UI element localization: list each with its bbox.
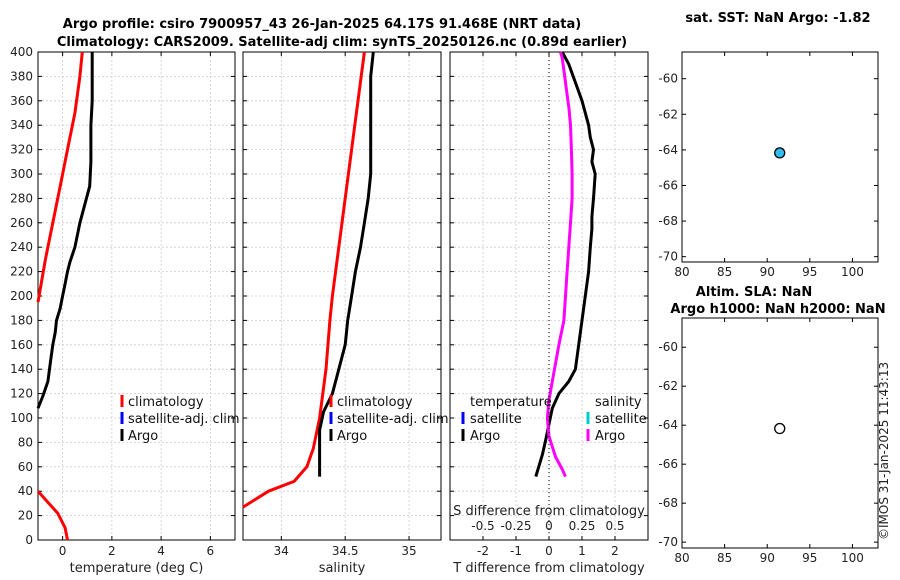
profile-panel-salinity: 34 34.5 35 salinity xyxy=(243,51,441,576)
y-tick-label: 360 xyxy=(10,94,33,108)
x-tick-label: 90 xyxy=(760,551,775,565)
legend-label: Argo xyxy=(337,429,367,444)
y-tick-label: -62 xyxy=(658,379,678,393)
x-tick-label: 4 xyxy=(157,544,165,558)
map-title: sat. SST: NaN Argo: -1.82 xyxy=(685,11,870,26)
legend-label-right: Argo xyxy=(595,429,625,444)
y-tick-label: 100 xyxy=(10,411,33,425)
map-title-line1: Altim. SLA: NaN xyxy=(696,285,812,300)
map-frame xyxy=(681,51,879,263)
x-tick-label: 2 xyxy=(108,544,116,558)
y-tick-label: -64 xyxy=(658,143,678,157)
x-tick-label: 6 xyxy=(207,544,215,558)
x2-axis-label: S difference from climatology xyxy=(453,504,645,519)
y-tick-label: 260 xyxy=(10,216,33,230)
legend-label: satellite-adj. clim xyxy=(337,412,449,427)
y-tick-label: 20 xyxy=(18,509,33,523)
x-tick-label: 1 xyxy=(578,544,586,558)
x-tick-label: 35 xyxy=(401,544,416,558)
legend-label-right: satellite xyxy=(595,412,647,427)
map-panel-sst_map: 80 85 90 95 100 -60 -62 -64 -66 -68 -70 sat. SST: N… xyxy=(658,11,878,279)
x-tick-label: 80 xyxy=(674,265,689,279)
y-tick-label: 140 xyxy=(10,362,33,376)
y-tick-label: 80 xyxy=(18,435,33,449)
copyright-footer: ©IMOS 31-Jan-2025 11:43:13 xyxy=(877,362,891,540)
x-tick-label: 95 xyxy=(802,265,817,279)
argo-location-point xyxy=(774,422,786,435)
x-tick-label: 85 xyxy=(717,551,732,565)
y-tick-label: 220 xyxy=(10,265,33,279)
y-tick-label: 180 xyxy=(10,313,33,327)
y-tick-label: 200 xyxy=(10,289,33,303)
series-line-argo-2 xyxy=(36,52,94,409)
x-tick-label: 80 xyxy=(674,551,689,565)
x-tick-label: 34 xyxy=(274,544,289,558)
series-line-argo-1 xyxy=(318,51,375,477)
argo-location-point xyxy=(774,147,786,159)
y-tick-label: 60 xyxy=(18,460,33,474)
legend-label: Argo xyxy=(128,429,158,444)
y-tick-label: 340 xyxy=(10,118,33,132)
map-title-line2: Argo h1000: NaN h2000: NaN xyxy=(670,302,885,317)
y-tick-label: -70 xyxy=(658,250,678,264)
x2-tick-label: 0.5 xyxy=(605,519,624,533)
y-tick-label: 400 xyxy=(10,45,33,59)
series-line-s-argo-1 xyxy=(545,51,574,478)
y-tick-label: -60 xyxy=(658,340,678,354)
y-tick-label: -70 xyxy=(658,535,678,549)
legend-label: climatology xyxy=(337,395,413,410)
legend-label-left: Argo xyxy=(470,429,500,444)
map-frame xyxy=(681,317,879,549)
x-tick-label: 34.5 xyxy=(332,544,359,558)
figure-title-line1: Argo profile: csiro 7900957_43 26-Jan-20… xyxy=(63,17,581,32)
plot-frame xyxy=(242,51,442,541)
y-tick-label: 120 xyxy=(10,387,33,401)
x-axis-label: T difference from climatology xyxy=(452,561,645,576)
y-tick-label: -66 xyxy=(658,457,678,471)
legend-label-left: satellite xyxy=(470,412,522,427)
x-axis-label: temperature (deg C) xyxy=(70,561,204,576)
x-tick-label: 100 xyxy=(841,265,864,279)
y-tick-label: -62 xyxy=(658,107,678,121)
x-tick-label: 85 xyxy=(717,265,732,279)
x-tick-label: 0 xyxy=(545,544,553,558)
legend-label: climatology xyxy=(128,395,204,410)
figure-title-line2: Climatology: CARS2009. Satellite-adj cli… xyxy=(57,35,627,50)
x-tick-label: 95 xyxy=(802,551,817,565)
x2-tick-label: 0 xyxy=(545,519,553,533)
y-tick-label: -68 xyxy=(658,214,678,228)
y-tick-label: -64 xyxy=(658,418,678,432)
x-tick-label: -1 xyxy=(510,544,522,558)
x-tick-label: -2 xyxy=(477,544,489,558)
series-line-climatology-0 xyxy=(36,490,69,541)
series-line-climatology-1 xyxy=(36,51,84,303)
legend-label-left: temperature xyxy=(470,395,552,410)
x-tick-label: 90 xyxy=(760,265,775,279)
x-axis-label: salinity xyxy=(319,561,366,576)
y-tick-label: 280 xyxy=(10,191,33,205)
legend-label-right: salinity xyxy=(595,395,642,410)
y-tick-label: -66 xyxy=(658,178,678,192)
y-tick-label: 40 xyxy=(18,484,33,498)
legend-label: satellite-adj. clim xyxy=(128,412,240,427)
x2-tick-label: 0.25 xyxy=(569,519,596,533)
y-tick-label: 240 xyxy=(10,240,33,254)
y-tick-label: 0 xyxy=(25,533,33,547)
y-tick-label: -60 xyxy=(658,72,678,86)
x2-tick-label: -0.25 xyxy=(500,519,531,533)
y-tick-label: 320 xyxy=(10,143,33,157)
x-tick-label: 2 xyxy=(611,544,619,558)
profile-panel-difference: -2 -1 0 1 2 T difference from climatology xyxy=(450,51,648,576)
y-tick-label: 300 xyxy=(10,167,33,181)
series-line-t-argo-0 xyxy=(534,51,597,478)
map-panel-sla_map: 80 85 90 95 100 -60 -62 -64 -66 -68 -70 Altim. SLA:… xyxy=(658,285,885,565)
series-line-climatology-0 xyxy=(242,51,366,509)
x2-tick-label: -0.5 xyxy=(471,519,494,533)
y-tick-label: 380 xyxy=(10,69,33,83)
x-tick-label: 0 xyxy=(59,544,67,558)
x-tick-label: 100 xyxy=(841,551,864,565)
y-tick-label: -68 xyxy=(658,496,678,510)
y-tick-label: 160 xyxy=(10,338,33,352)
